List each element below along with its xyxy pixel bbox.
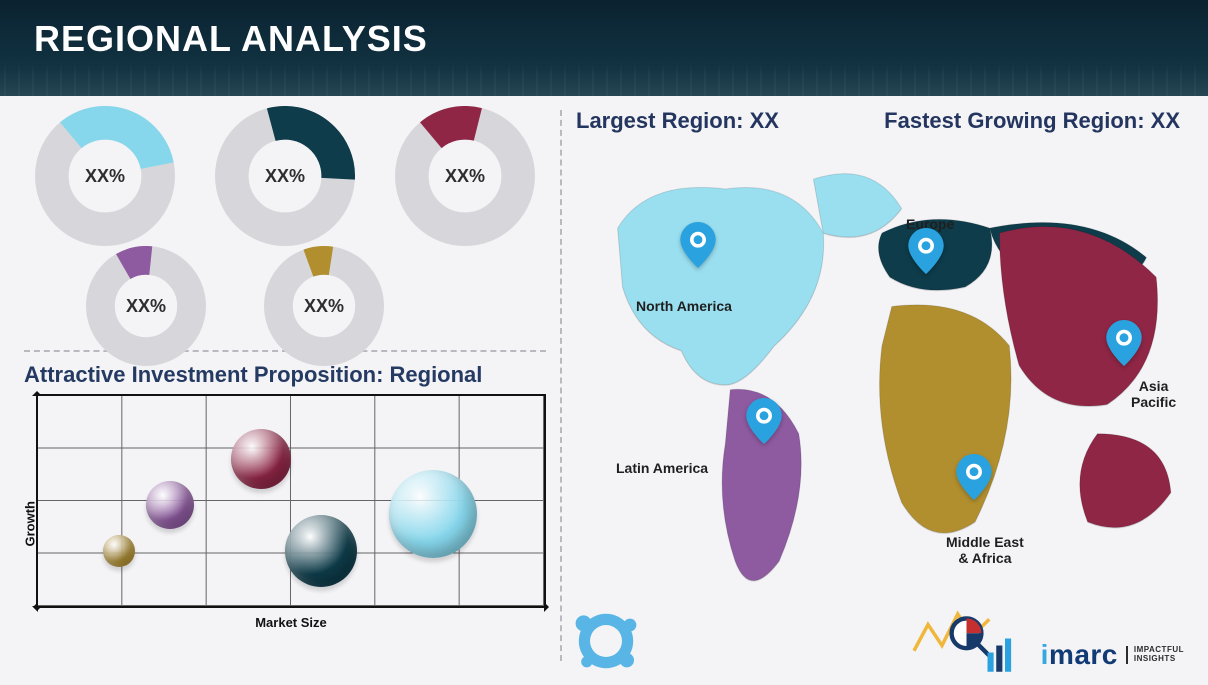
region-label-na: North America (636, 298, 732, 314)
region-shape-na (618, 174, 902, 385)
content-grid: XX% XX% XX% XX% XX% Attractive Investmen… (0, 96, 1208, 685)
right-column: Largest Region: XX Fastest Growing Regio… (560, 96, 1208, 685)
x-axis-line (36, 606, 546, 608)
donut-chart-3: XX% (395, 106, 535, 246)
map-svg (576, 140, 1188, 610)
donut-chart-2: XX% (215, 106, 355, 246)
brand-logo: imarc IMPACTFUL INSIGHTS (1041, 639, 1184, 671)
bubble-purple (146, 481, 194, 529)
donut-label: XX% (215, 106, 355, 246)
bubble-maroon (231, 429, 291, 489)
analytics-icon (908, 607, 1018, 677)
donut-chart-4: XX% (86, 246, 206, 366)
donut-group: XX% XX% XX% XX% XX% (24, 106, 546, 344)
map-pin-eu (908, 228, 944, 274)
page-title: REGIONAL ANALYSIS (34, 18, 428, 60)
brand-tagline: IMPACTFUL INSIGHTS (1126, 646, 1184, 664)
donut-chart-5: XX% (264, 246, 384, 366)
kpi-label: Largest Region: (576, 108, 750, 133)
donut-label: XX% (395, 106, 535, 246)
kpi-value: XX (1151, 108, 1180, 133)
gears-icon (566, 601, 646, 681)
donut-label: XX% (264, 246, 384, 366)
bubble-cyan (389, 470, 477, 558)
map-pin-na (680, 222, 716, 268)
kpi-row: Largest Region: XX Fastest Growing Regio… (576, 108, 1188, 140)
region-label-la: Latin America (616, 460, 708, 476)
region-label-mea: Middle East& Africa (946, 534, 1024, 566)
donut-chart-1: XX% (35, 106, 175, 246)
y-axis-label: Growth (23, 501, 38, 547)
donut-label: XX% (35, 106, 175, 246)
brand-name: imarc (1041, 639, 1118, 671)
kpi-fastest-region: Fastest Growing Region: XX (884, 108, 1180, 134)
kpi-value: XX (750, 108, 779, 133)
header: REGIONAL ANALYSIS (0, 0, 1208, 96)
left-column: XX% XX% XX% XX% XX% Attractive Investmen… (0, 96, 560, 685)
bubble-section: Attractive Investment Proposition: Regio… (24, 362, 546, 669)
bubble-chart: Growth Market Size (36, 394, 546, 608)
kpi-label: Fastest Growing Region: (884, 108, 1150, 133)
map-pin-ap (1106, 320, 1142, 366)
kpi-largest-region: Largest Region: XX (576, 108, 779, 134)
x-axis-label: Market Size (255, 615, 327, 630)
region-label-ap: AsiaPacific (1131, 378, 1176, 410)
map-pin-la (746, 398, 782, 444)
skyline-decoration (0, 60, 1208, 96)
donut-label: XX% (86, 246, 206, 366)
map-pin-mea (956, 454, 992, 500)
world-map: North AmericaLatin AmericaEuropeAsiaPaci… (576, 140, 1188, 610)
